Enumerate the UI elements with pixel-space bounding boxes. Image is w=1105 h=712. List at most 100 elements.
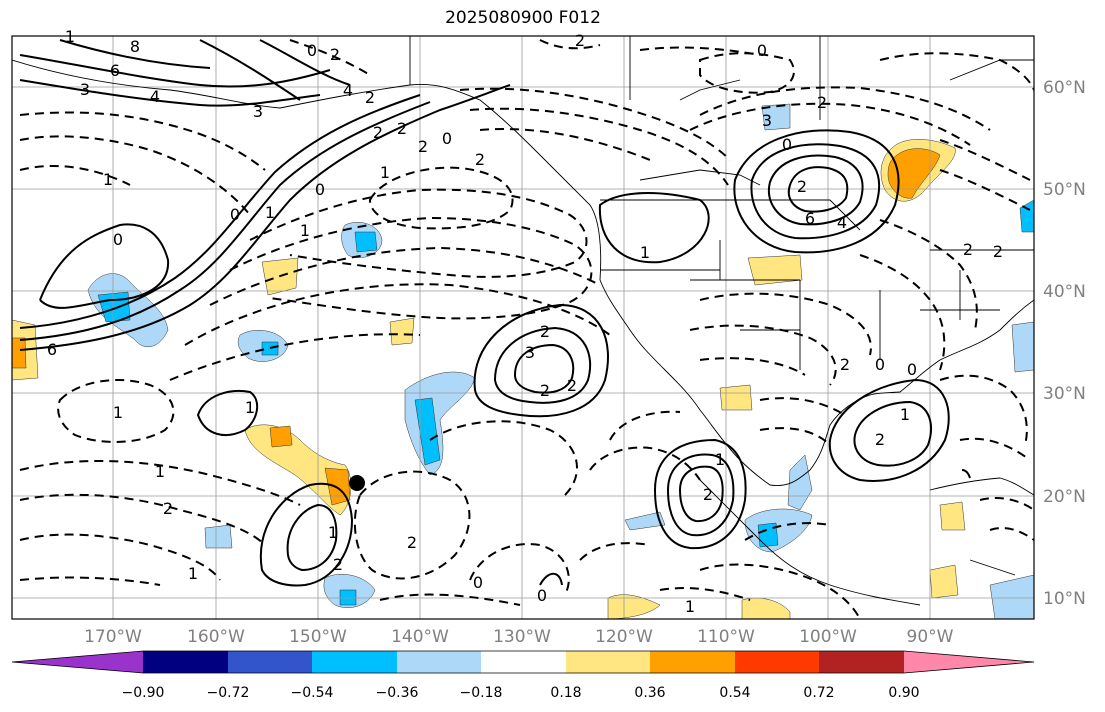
contour-label: 0 [757, 41, 767, 60]
contours-dashed [19, 39, 1034, 619]
colorbar-segment [735, 651, 819, 673]
colorbar-tick: 0.72 [803, 685, 834, 701]
contour-label: 0 [315, 180, 325, 199]
contour-label: 1 [103, 170, 113, 189]
map-frame [11, 35, 1035, 620]
lat-label: 40°N [1043, 282, 1086, 302]
lon-label: 100°W [799, 627, 857, 647]
map-area [12, 36, 1034, 619]
colorbar-segment [819, 651, 904, 673]
colorbar-segment [904, 651, 1034, 673]
contour-label: 2 [418, 137, 428, 156]
colorbar-tick: 0.36 [634, 685, 665, 701]
colorbar-outline [11, 650, 1035, 674]
contour-label: 0 [230, 205, 240, 224]
contour-label: 2 [875, 430, 885, 449]
colorbar [11, 650, 1035, 674]
contour-label: 1 [245, 398, 255, 417]
lat-label: 50°N [1043, 180, 1086, 200]
gridlines [12, 36, 1034, 619]
contour-label: 3 [80, 80, 90, 99]
contour-label: 3 [253, 102, 263, 121]
contour-label: 2 [373, 123, 383, 142]
lat-label: 10°N [1043, 589, 1086, 609]
contour-label: 2 [567, 376, 577, 395]
contour-label: 2 [993, 242, 1003, 261]
map-title: 2025080900 F012 [445, 8, 601, 28]
colorbar-segment [228, 651, 312, 673]
contour-label: 0 [307, 41, 317, 60]
contour-label: 2 [540, 381, 550, 400]
lon-label: 150°W [289, 627, 347, 647]
latitude-labels: 60°N 50°N 40°N 30°N 20°N 10°N [1043, 78, 1086, 609]
contour-label: 2 [840, 355, 850, 374]
lon-label: 130°W [493, 627, 551, 647]
contour-label: 0 [113, 230, 123, 249]
contour-label: 1 [640, 243, 650, 262]
contour-label: 1 [380, 163, 390, 182]
contour-label: 2 [397, 119, 407, 138]
contour-label: 6 [805, 209, 815, 228]
colorbar-segment [143, 651, 228, 673]
contour-label: 2 [163, 499, 173, 518]
lon-label: 90°W [907, 627, 954, 647]
contour-label: 1 [685, 597, 695, 616]
lon-label: 170°W [84, 627, 142, 647]
contour-label: 2 [963, 240, 973, 259]
contour-label: 1 [300, 221, 310, 240]
contours-solid [19, 39, 971, 587]
contour-label: 8 [130, 37, 140, 56]
contour-label: 2 [475, 150, 485, 169]
colorbar-segment [312, 651, 397, 673]
contour-label: 0 [782, 135, 792, 154]
contour-label: 4 [837, 213, 847, 232]
colorbar-tick: 0.18 [550, 685, 581, 701]
colorbar-tick: −0.72 [207, 685, 250, 701]
contour-label: 1 [188, 564, 198, 583]
contour-label: 0 [473, 573, 483, 592]
colorbar-tick: −0.90 [122, 685, 165, 701]
colorbar-segment [481, 651, 566, 673]
colorbar-tick: −0.54 [291, 685, 334, 701]
contour-label: 2 [703, 485, 713, 504]
lon-label: 120°W [595, 627, 653, 647]
contour-label: 1 [715, 450, 725, 469]
colorbar-tick: −0.36 [376, 685, 419, 701]
contour-label: 6 [47, 340, 57, 359]
contour-label: 2 [365, 88, 375, 107]
contour-label: 4 [343, 81, 353, 100]
contour-label: 1 [900, 405, 910, 424]
lat-label: 20°N [1043, 487, 1086, 507]
contour-label: 2 [407, 533, 417, 552]
contour-label: 1 [113, 403, 123, 422]
contour-label: 2 [817, 93, 827, 112]
contour-label: 0 [442, 129, 452, 148]
colorbar-ticks: −0.90 −0.72 −0.54 −0.36 −0.18 0.18 0.36 … [122, 685, 920, 701]
colorbar-segment [12, 651, 143, 673]
contour-label: 2 [575, 31, 585, 50]
longitude-labels: 170°W 160°W 150°W 140°W 130°W 120°W 110°… [84, 627, 954, 647]
lon-label: 110°W [697, 627, 755, 647]
contour-label: 1 [265, 203, 275, 222]
contour-label: 3 [525, 343, 535, 362]
contour-label: 1 [328, 523, 338, 542]
contour-label: 2 [797, 177, 807, 196]
colorbar-tick: 0.54 [719, 685, 750, 701]
colorbar-segment [650, 651, 735, 673]
contour-label: 2 [333, 555, 343, 574]
lon-label: 140°W [391, 627, 449, 647]
lat-label: 30°N [1043, 384, 1086, 404]
colorbar-tick: −0.18 [460, 685, 503, 701]
location-marker [349, 475, 365, 491]
contour-label: 1 [155, 462, 165, 481]
colorbar-segment [566, 651, 650, 673]
contour-label: 3 [762, 111, 772, 130]
contour-label: 4 [150, 87, 160, 106]
contour-label: 2 [540, 322, 550, 341]
lon-label: 160°W [187, 627, 245, 647]
contour-label: 0 [537, 586, 547, 605]
contour-label: 2 [330, 45, 340, 64]
colorbar-segment [397, 651, 481, 673]
